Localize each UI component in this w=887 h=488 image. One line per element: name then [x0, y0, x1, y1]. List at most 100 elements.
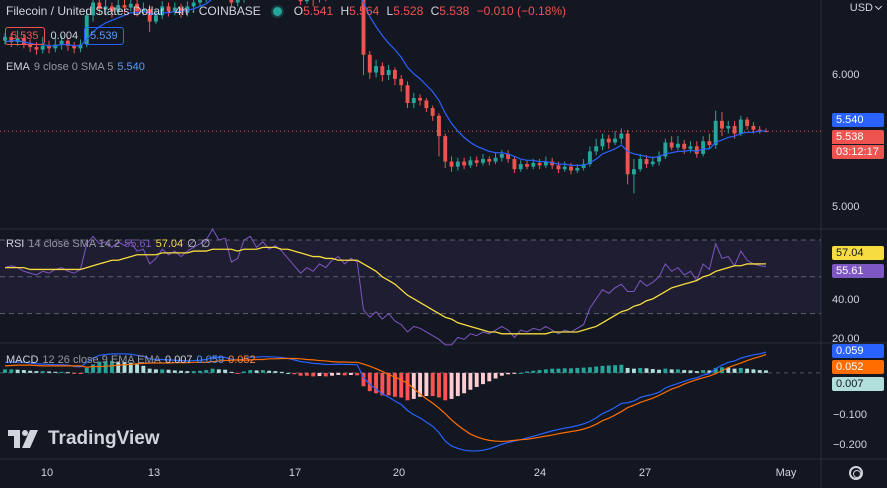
- macd-histogram-bar: [65, 372, 70, 374]
- ohlc-high: 5.564: [349, 4, 380, 18]
- candle-body: [361, 0, 366, 55]
- candle-body: [185, 6, 190, 13]
- candle-body: [707, 141, 712, 146]
- rsi-sma-value: 57.04: [155, 238, 184, 250]
- macd-histogram-bar: [254, 370, 259, 373]
- ohlc-close: 5.538: [439, 4, 470, 18]
- candle-body: [65, 40, 70, 46]
- macd-histogram-bar: [166, 369, 171, 373]
- candle-body: [449, 161, 454, 167]
- macd-histogram-bar: [449, 372, 454, 399]
- macd-value: 0.059: [196, 354, 225, 366]
- candle-body: [128, 3, 133, 8]
- macd-histogram-bar: [682, 370, 687, 373]
- ema-line: [4, 0, 766, 166]
- candle-body: [430, 108, 435, 116]
- candle-body: [424, 100, 429, 109]
- macd-histogram-bar: [355, 372, 360, 376]
- macd-histogram-bar: [172, 370, 177, 373]
- macd-histogram-bar: [462, 372, 467, 394]
- macd-histogram-bar: [273, 371, 278, 373]
- macd-legend[interactable]: MACD 12 26 close 9 EMA EMA 0.007 0.059 0.052: [6, 354, 256, 366]
- rsi-axis-label: 20.00: [832, 333, 860, 345]
- macd-histogram-bar: [613, 365, 618, 373]
- macd-histogram-bar: [399, 372, 404, 398]
- sell-button[interactable]: 5.535: [5, 27, 45, 45]
- rsi-sma-line: [5, 246, 767, 335]
- rsi-legend[interactable]: RSI 14 close SMA 14 2 55.61 57.04 ∅ ∅: [6, 237, 210, 250]
- macd-histogram-bar: [726, 367, 731, 373]
- macd-histogram-bar: [550, 368, 555, 373]
- candle-body: [625, 133, 630, 175]
- time-axis-label: 13: [147, 467, 161, 479]
- candle-body: [374, 66, 379, 73]
- symbol-title[interactable]: Filecoin / United States Dollar · 4h · C…: [6, 4, 261, 18]
- candle-body: [676, 143, 680, 148]
- macd-histogram-bar: [380, 372, 385, 396]
- candle-body: [367, 54, 372, 73]
- macd-histogram-bar: [78, 372, 83, 374]
- candle-body: [600, 138, 605, 147]
- macd-histogram-bar: [361, 372, 366, 387]
- candle-body: [543, 161, 548, 166]
- macd-histogram-bar: [15, 369, 20, 373]
- candle-body: [135, 3, 140, 12]
- candle-body: [525, 164, 529, 167]
- candle-body: [481, 159, 485, 163]
- market-status-icon[interactable]: [272, 6, 282, 16]
- macd-histogram-bar: [223, 369, 228, 373]
- rsi-extra-2: ∅: [200, 238, 211, 250]
- macd-histogram-bar: [286, 372, 290, 374]
- macd-histogram-bar: [411, 372, 416, 399]
- candle-body: [657, 156, 662, 162]
- macd-histogram-bar: [644, 368, 649, 373]
- candle-body: [198, 0, 202, 3]
- tradingview-logo[interactable]: TradingView: [8, 428, 160, 450]
- candle-body: [487, 159, 492, 162]
- macd-histogram-bar: [153, 369, 158, 373]
- time-axis-label: 24: [533, 467, 547, 479]
- macd-histogram-bar: [650, 369, 655, 373]
- macd-histogram-bar: [103, 361, 108, 373]
- candle-body: [613, 138, 618, 143]
- macd-histogram-bar: [28, 370, 33, 373]
- macd-histogram-bar: [720, 367, 724, 373]
- macd-histogram-bar: [84, 367, 89, 373]
- macd-histogram-bar: [562, 368, 567, 373]
- macd-histogram-bar: [751, 369, 756, 373]
- macd-histogram-bar: [336, 372, 341, 375]
- candle-body: [669, 142, 674, 148]
- signal-tag: 0.052: [832, 360, 884, 374]
- macd-hist-value: 0.007: [165, 354, 193, 366]
- macd-histogram-bar: [606, 365, 611, 373]
- macd-histogram-bar: [738, 367, 743, 373]
- last-price-tag: 5.538: [832, 130, 884, 144]
- macd-histogram-bar: [543, 369, 548, 373]
- candle-body: [229, 0, 234, 3]
- macd-histogram-bar: [694, 371, 699, 373]
- rsi-params: 14 close SMA 14 2: [28, 238, 121, 250]
- candle-body: [235, 0, 240, 3]
- macd-histogram-bar: [72, 372, 77, 374]
- currency-selector[interactable]: USD: [850, 2, 883, 14]
- price-axis-label: 5.000: [832, 201, 860, 213]
- macd-axis-label: −0.200: [833, 439, 867, 451]
- macd-histogram-bar: [518, 372, 523, 374]
- ema-name: EMA: [6, 61, 30, 73]
- macd-histogram-bar: [47, 371, 51, 373]
- ohlc-open-label: O: [293, 4, 304, 18]
- ema-params: 9 close 0 SMA 5: [33, 61, 114, 73]
- macd-histogram-bar: [506, 372, 511, 375]
- buy-button[interactable]: 5.539: [84, 27, 124, 45]
- candle-body: [28, 44, 33, 48]
- settings-gear-icon[interactable]: [849, 466, 863, 480]
- candle-body: [726, 125, 731, 129]
- candle-body: [147, 8, 152, 22]
- ema-legend[interactable]: EMA 9 close 0 SMA 5 5.540: [6, 61, 145, 73]
- macd-histogram-bar: [600, 365, 605, 373]
- macd-histogram-bar: [330, 372, 334, 376]
- candle-body: [9, 36, 14, 42]
- candle-body: [751, 125, 756, 130]
